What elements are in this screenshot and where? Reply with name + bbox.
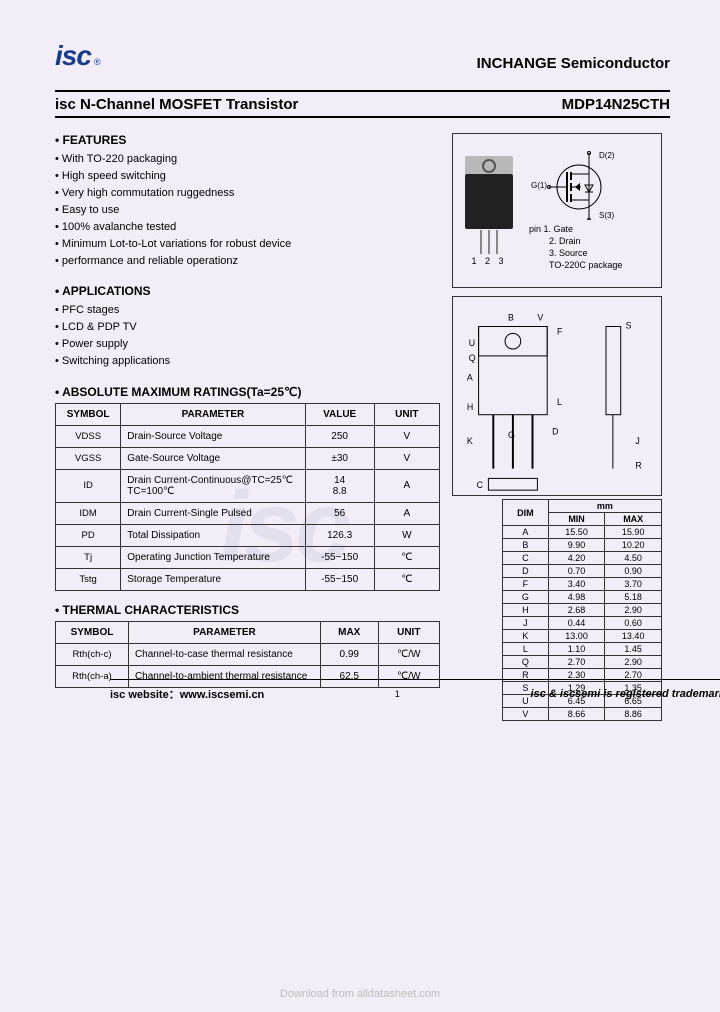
features-heading-text: FEATURES: [63, 133, 127, 147]
logo-reg: ®: [94, 57, 101, 67]
svg-text:D: D: [552, 426, 558, 436]
thermal-table: SYMBOLPARAMETERMAXUNITRth(ch-c)Channel-t…: [55, 621, 440, 688]
download-text: Download from alldatasheet.com: [0, 988, 720, 1000]
brand-name: INCHANGE Semiconductor: [477, 55, 670, 72]
svg-text:G(1): G(1): [531, 181, 547, 190]
applications-list: PFC stagesLCD & PDP TVPower supplySwitch…: [55, 302, 440, 370]
feature-item: Very high commutation ruggedness: [55, 185, 440, 202]
feature-item: performance and reliable operationz: [55, 253, 440, 270]
page-number: 1: [395, 689, 400, 699]
content: • FEATURES With TO-220 packagingHigh spe…: [55, 133, 670, 721]
svg-text:U: U: [469, 338, 475, 348]
feature-item: Easy to use: [55, 202, 440, 219]
svg-text:G: G: [508, 430, 515, 440]
svg-text:S: S: [626, 320, 632, 330]
to220-icon: 1 2 3: [459, 156, 519, 266]
package-box: 1 2 3 D(2) G(1) S(3): [452, 133, 662, 288]
thermal-heading: • THERMAL CHARACTERISTICS: [55, 603, 440, 617]
part-number: MDP14N25CTH: [562, 96, 670, 113]
dimension-drawing-icon: B V F U Q A H K L D G C S J R: [459, 305, 655, 495]
dimension-drawing-box: B V F U Q A H K L D G C S J R: [452, 296, 662, 496]
feature-item: With TO-220 packaging: [55, 151, 440, 168]
schematic: D(2) G(1) S(3): [529, 150, 639, 272]
mosfet-symbol-icon: D(2) G(1) S(3): [529, 150, 619, 220]
features-list: With TO-220 packagingHigh speed switchin…: [55, 151, 440, 270]
footer-trademark: isc & iscsemi is registered trademark: [531, 688, 720, 700]
logo-text: isc: [55, 40, 91, 72]
feature-item: Minimum Lot-to-Lot variations for robust…: [55, 236, 440, 253]
application-item: Power supply: [55, 336, 440, 353]
title-row: isc N-Channel MOSFET Transistor MDP14N25…: [55, 90, 670, 118]
pin-numbers: 1 2 3: [459, 256, 519, 266]
header: isc ® INCHANGE Semiconductor: [55, 40, 670, 72]
svg-text:A: A: [467, 372, 473, 382]
thermal-heading-text: THERMAL CHARACTERISTICS: [63, 603, 239, 617]
left-column: • FEATURES With TO-220 packagingHigh spe…: [55, 133, 440, 721]
svg-text:V: V: [537, 313, 543, 323]
page-title: isc N-Channel MOSFET Transistor: [55, 96, 298, 113]
ratings-table: SYMBOLPARAMETERVALUEUNITVDSSDrain-Source…: [55, 403, 440, 591]
ratings-heading-text: ABSOLUTE MAXIMUM RATINGS(Ta=25℃): [62, 385, 301, 399]
features-heading: • FEATURES: [55, 133, 440, 147]
svg-text:R: R: [635, 461, 641, 471]
footer-url: www.iscsemi.cn: [180, 689, 265, 701]
application-item: PFC stages: [55, 302, 440, 319]
svg-text:L: L: [557, 397, 562, 407]
svg-text:B: B: [508, 313, 514, 323]
svg-text:J: J: [635, 436, 639, 446]
svg-text:F: F: [557, 326, 563, 336]
svg-text:K: K: [467, 436, 473, 446]
footer-website: isc website：www.iscsemi.cn: [110, 686, 264, 702]
svg-text:C: C: [477, 480, 484, 490]
logo: isc ®: [55, 40, 101, 72]
footer: isc website：www.iscsemi.cn 1 isc & iscse…: [110, 679, 720, 702]
svg-text:Q: Q: [469, 353, 476, 363]
ratings-heading: • ABSOLUTE MAXIMUM RATINGS(Ta=25℃): [55, 385, 440, 399]
svg-text:H: H: [467, 402, 473, 412]
footer-trademark-text: isc & iscsemi is registered trademark: [531, 688, 720, 700]
footer-label: isc website：: [110, 689, 180, 701]
applications-heading: • APPLICATIONS: [55, 284, 440, 298]
feature-item: High speed switching: [55, 168, 440, 185]
pin-desc-1: pin 1. Gate: [529, 223, 639, 235]
pin-desc-2: 2. Drain: [529, 235, 639, 247]
application-item: LCD & PDP TV: [55, 319, 440, 336]
application-item: Switching applications: [55, 353, 440, 370]
right-column: 1 2 3 D(2) G(1) S(3): [452, 133, 662, 721]
pin-desc-4: TO-220C package: [529, 259, 639, 271]
applications-heading-text: APPLICATIONS: [62, 284, 150, 298]
svg-text:D(2): D(2): [599, 151, 615, 160]
svg-text:S(3): S(3): [599, 211, 614, 220]
feature-item: 100% avalanche tested: [55, 219, 440, 236]
pin-desc-3: 3. Source: [529, 247, 639, 259]
